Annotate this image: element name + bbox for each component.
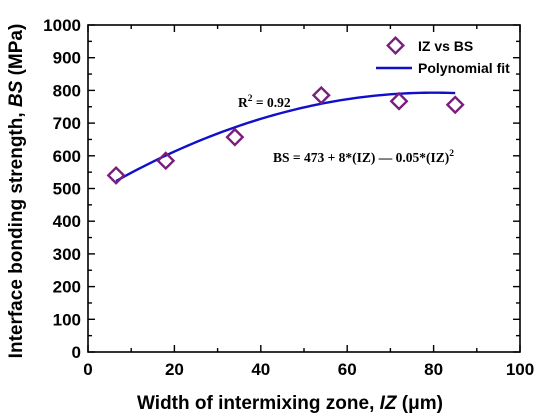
legend: IZ vs BS Polynomial fit bbox=[376, 36, 510, 76]
y-tick-label: 200 bbox=[53, 278, 81, 297]
data-point bbox=[225, 127, 245, 147]
y-axis-ticks: 0 100 200 300 400 500 600 700 800 900 1000 bbox=[43, 16, 520, 362]
legend-label-polynomial-fit: Polynomial fit bbox=[418, 60, 510, 76]
y-tick-label: 0 bbox=[72, 343, 81, 362]
data-point bbox=[311, 85, 331, 105]
y-tick-label: 800 bbox=[53, 81, 81, 100]
y-tick-label: 400 bbox=[53, 212, 81, 231]
y-tick-label: 600 bbox=[53, 147, 81, 166]
y-tick-label: 100 bbox=[53, 310, 81, 329]
x-tick-label: 80 bbox=[424, 360, 443, 379]
legend-label-iz-vs-bs: IZ vs BS bbox=[418, 38, 473, 54]
x-tick-label: 60 bbox=[338, 360, 357, 379]
data-point bbox=[106, 165, 126, 185]
y-tick-label: 700 bbox=[53, 114, 81, 133]
y-tick-label: 300 bbox=[53, 245, 81, 264]
data-point bbox=[445, 95, 465, 115]
y-axis-title: Interface bonding strength, BS (MPa) bbox=[6, 24, 27, 359]
x-tick-label: 20 bbox=[165, 360, 184, 379]
data-point bbox=[156, 151, 176, 171]
x-tick-label: 40 bbox=[251, 360, 270, 379]
x-tick-label: 0 bbox=[83, 360, 92, 379]
y-tick-label: 1000 bbox=[43, 16, 81, 35]
x-axis-title: Width of intermixing zone, IZ (μm) bbox=[137, 393, 443, 414]
fit-equation-annotation: BS = 473 + 8*(IZ) — 0.05*(IZ)2 bbox=[273, 149, 454, 165]
data-point bbox=[389, 91, 409, 111]
y-tick-label: 500 bbox=[53, 180, 81, 199]
legend-marker-iz-vs-bs bbox=[386, 36, 405, 55]
y-tick-label: 900 bbox=[53, 49, 81, 68]
r-squared-annotation: R2 = 0.92 bbox=[238, 94, 291, 110]
x-tick-label: 100 bbox=[506, 360, 534, 379]
x-axis-ticks: 0 20 40 60 80 100 bbox=[83, 25, 534, 379]
data-points bbox=[106, 85, 465, 185]
